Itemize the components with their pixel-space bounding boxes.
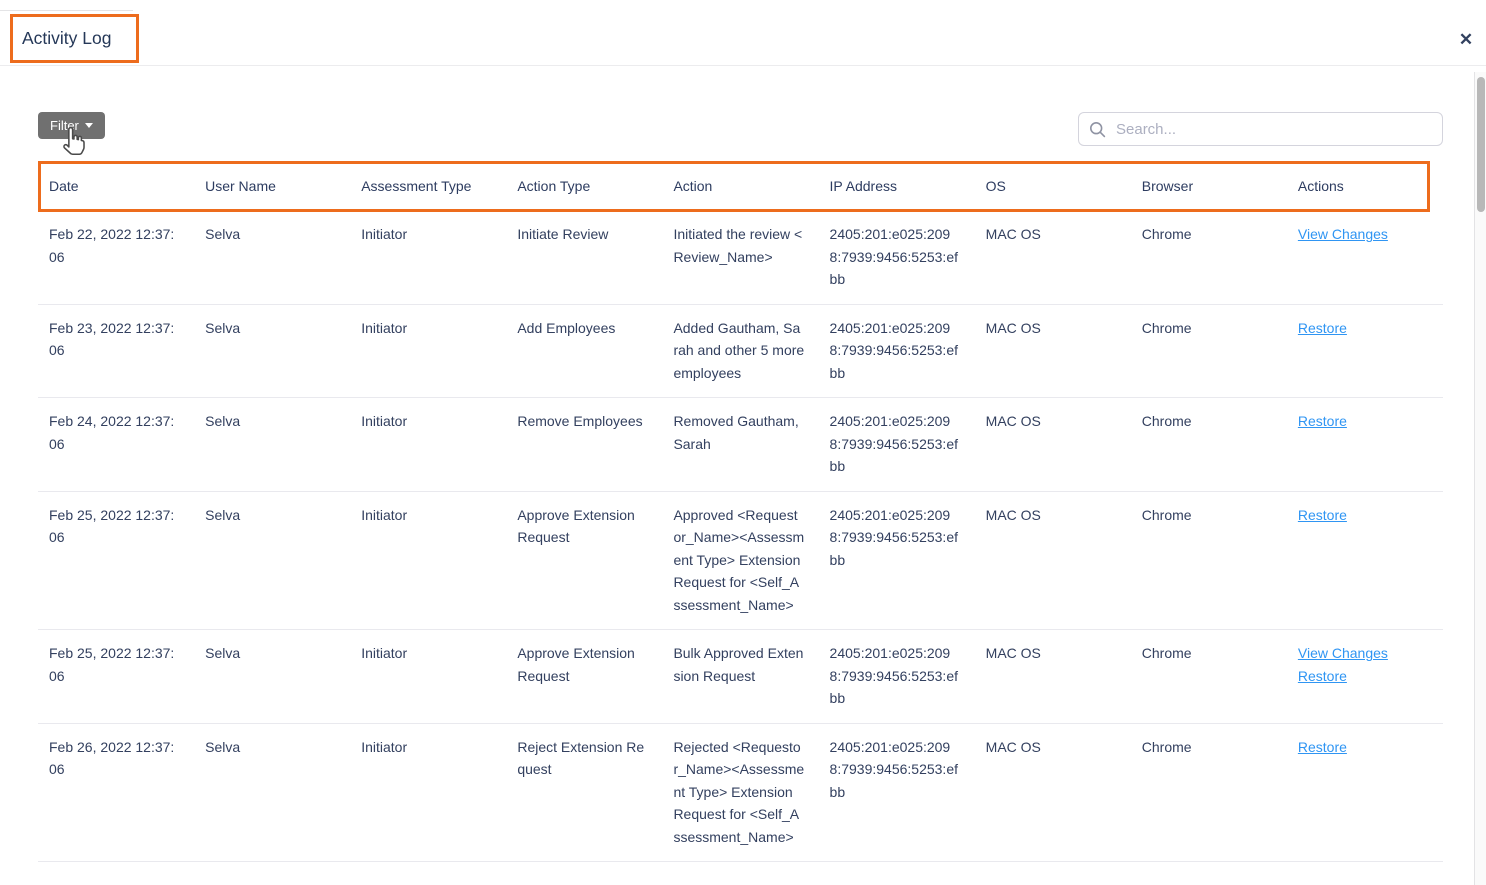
cell-action-type: Reject Extension Request	[517, 738, 645, 778]
cell-browser: Chrome	[1141, 645, 1192, 661]
cell-action: Initiated the review <Review_Name>	[673, 226, 803, 265]
cell-os: MAC OS	[985, 413, 1041, 429]
cell-actions: Restore	[1298, 736, 1429, 803]
restore-link[interactable]: Restore	[1297, 667, 1347, 684]
cell-action: Rejected <Requestor_Name><Assessment Typ…	[673, 738, 805, 845]
column-header-date: Date	[49, 178, 79, 194]
table-row: Feb 24, 2022 12:37:06 Selva Initiator Re…	[38, 397, 1443, 492]
table-header-row: Date User Name Assessment Type Action Type A…	[38, 161, 1443, 211]
cell-action-type: Remove Employees	[517, 413, 643, 429]
cell-browser: Chrome	[1141, 506, 1192, 523]
cell-browser: Chrome	[1141, 319, 1192, 336]
cell-user-name: Selva	[205, 645, 241, 661]
cell-date: Feb 23, 2022 12:37:06	[49, 319, 175, 359]
cell-os: MAC OS	[985, 645, 1041, 661]
cell-os: MAC OS	[985, 319, 1041, 336]
cell-browser: Chrome	[1141, 226, 1192, 242]
column-header-ip-address: IP Address	[829, 178, 897, 194]
column-header-os: OS	[985, 178, 1006, 194]
cell-actions: View Changes Restore	[1298, 642, 1429, 709]
divider	[0, 10, 133, 11]
cell-assessment-type: Initiator	[361, 645, 408, 661]
cell-action: Added Gautham, Sarah and other 5 more em…	[673, 319, 805, 381]
cell-action-type: Initiate Review	[517, 226, 609, 242]
cell-actions: Restore	[1298, 504, 1429, 571]
restore-link[interactable]: Restore	[1297, 413, 1347, 429]
restore-link[interactable]: Restore	[1297, 319, 1347, 336]
view-changes-link[interactable]: View Changes	[1297, 645, 1388, 661]
cell-action: Bulk Approved Extension Request	[673, 645, 804, 684]
close-icon[interactable]: ✕	[1455, 29, 1477, 51]
scrollbar-thumb[interactable]	[1477, 77, 1485, 212]
cell-assessment-type: Initiator	[361, 226, 408, 242]
filter-button-label: Filter	[50, 118, 79, 133]
cell-os: MAC OS	[985, 738, 1041, 755]
cell-date: Feb 25, 2022 12:37:06	[49, 645, 175, 684]
cell-action: Approved <Requestor_Name><Assessment Typ…	[673, 506, 805, 613]
cell-assessment-type: Initiator	[361, 738, 408, 755]
cell-action-type: Add Employees	[517, 319, 616, 336]
cell-date: Feb 22, 2022 12:37:06	[49, 226, 175, 265]
cell-ip-address: 2405:201:e025:2098:7939:9456:5253:efbb	[829, 413, 959, 474]
search-box	[1078, 112, 1443, 146]
cell-actions: Restore	[1298, 410, 1429, 477]
cell-browser: Chrome	[1141, 738, 1192, 755]
cell-ip-address: 2405:201:e025:2098:7939:9456:5253:efbb	[829, 645, 959, 706]
table-row: Feb 26, 2022 12:37:06 Selva Initiator Re…	[38, 723, 1443, 862]
column-header-user-name: User Name	[205, 178, 276, 194]
cell-user-name: Selva	[205, 226, 241, 242]
filter-button[interactable]: Filter	[38, 112, 105, 139]
cell-action: Removed Gautham, Sarah	[673, 413, 799, 452]
column-header-actions: Actions	[1297, 178, 1344, 194]
toolbar: Filter	[38, 112, 1443, 156]
cell-date: Feb 24, 2022 12:37:06	[49, 413, 175, 452]
cell-assessment-type: Initiator	[361, 413, 408, 429]
table-body: Feb 22, 2022 12:37:06 Selva Initiator In…	[38, 211, 1443, 862]
table-row: Feb 25, 2022 12:37:06 Selva Initiator Ap…	[38, 491, 1443, 630]
cell-ip-address: 2405:201:e025:2098:7939:9456:5253:efbb	[829, 738, 959, 800]
cell-user-name: Selva	[205, 319, 241, 336]
restore-link[interactable]: Restore	[1297, 738, 1347, 755]
chevron-down-icon	[84, 123, 93, 128]
column-header-browser: Browser	[1141, 178, 1194, 194]
cell-actions: Restore	[1298, 317, 1429, 384]
cell-actions: View Changes	[1298, 223, 1429, 290]
search-icon	[1089, 121, 1106, 137]
cell-user-name: Selva	[205, 506, 241, 523]
search-input[interactable]	[1116, 120, 1432, 138]
cell-date: Feb 25, 2022 12:37:06	[49, 506, 175, 546]
table-row: Feb 25, 2022 12:37:06 Selva Initiator Ap…	[38, 629, 1443, 724]
table-row: Feb 22, 2022 12:37:06 Selva Initiator In…	[38, 211, 1443, 305]
cell-user-name: Selva	[205, 413, 241, 429]
cell-action-type: Approve Extension Request	[517, 506, 635, 546]
cell-browser: Chrome	[1141, 413, 1192, 429]
column-header-action-type: Action Type	[517, 178, 591, 194]
cell-ip-address: 2405:201:e025:2098:7939:9456:5253:efbb	[829, 319, 959, 381]
page-title: Activity Log	[22, 28, 112, 48]
view-changes-link[interactable]: View Changes	[1297, 226, 1388, 242]
cell-action-type: Approve Extension Request	[517, 645, 635, 684]
cell-os: MAC OS	[985, 506, 1041, 523]
activity-table-wrap: Date User Name Assessment Type Action Type A…	[38, 161, 1443, 862]
column-header-action: Action	[673, 178, 713, 194]
table-row: Feb 23, 2022 12:37:06 Selva Initiator Ad…	[38, 304, 1443, 398]
cell-assessment-type: Initiator	[361, 506, 408, 523]
cell-ip-address: 2405:201:e025:2098:7939:9456:5253:efbb	[829, 226, 959, 287]
cell-ip-address: 2405:201:e025:2098:7939:9456:5253:efbb	[829, 506, 959, 568]
column-header-assessment-type: Assessment Type	[361, 178, 472, 194]
cell-assessment-type: Initiator	[361, 319, 408, 336]
cell-user-name: Selva	[205, 738, 241, 755]
cell-date: Feb 26, 2022 12:37:06	[49, 738, 175, 778]
restore-link[interactable]: Restore	[1297, 506, 1347, 523]
activity-table: Date User Name Assessment Type Action Type A…	[38, 161, 1443, 862]
cell-os: MAC OS	[985, 226, 1041, 242]
scrollbar-track	[1474, 72, 1486, 885]
modal-header: Activity Log ✕	[0, 0, 1486, 66]
